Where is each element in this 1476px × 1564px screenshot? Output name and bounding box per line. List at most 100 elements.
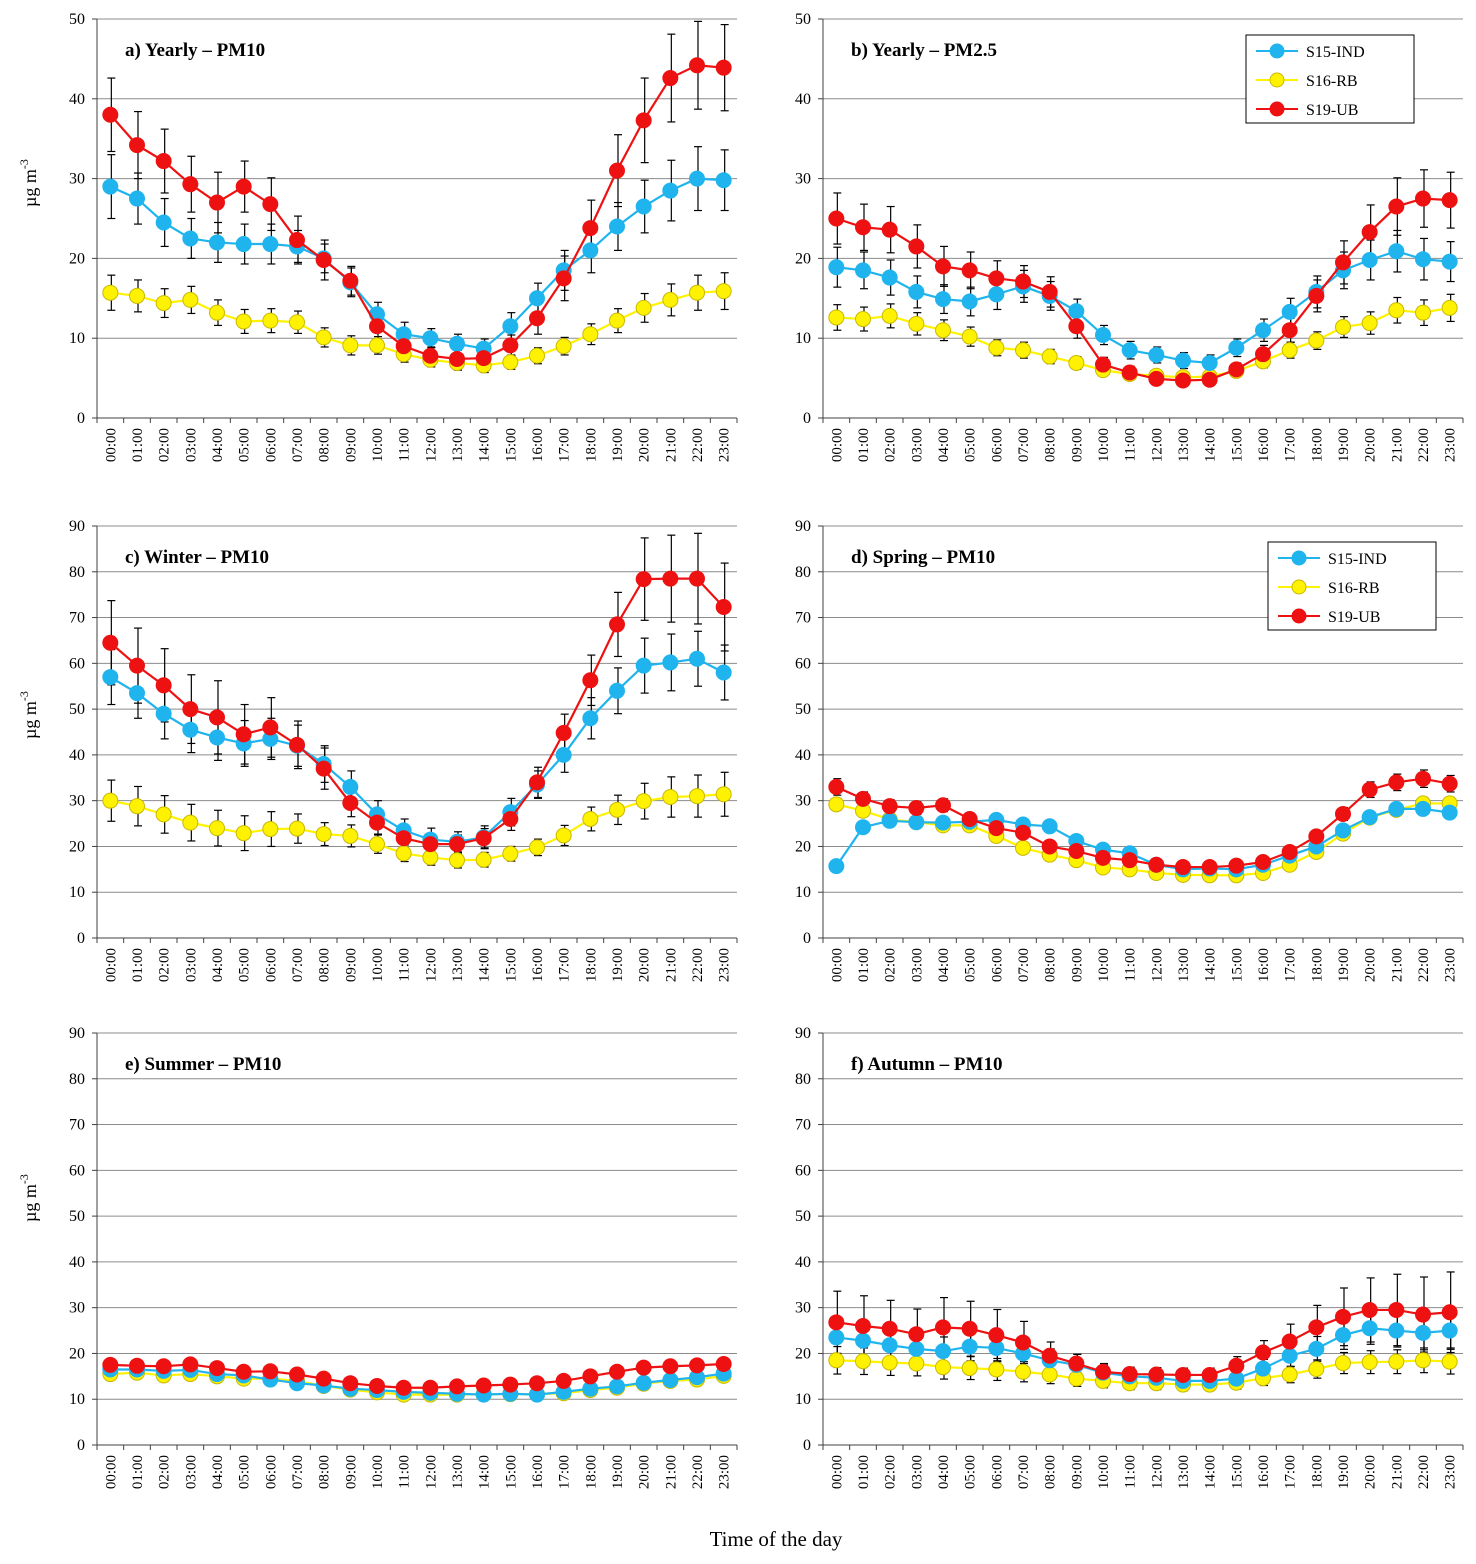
y-tick-label: 10 <box>69 330 85 347</box>
x-tick-label: 05:00 <box>237 948 253 982</box>
data-point-s19-ub <box>342 272 359 289</box>
data-point-s19-ub <box>475 1377 492 1394</box>
data-point-s16-rb <box>1308 1361 1325 1378</box>
data-point-s16-rb <box>529 839 545 856</box>
chart-title: d) Spring – PM10 <box>851 547 995 568</box>
y-tick-label: 20 <box>69 1345 85 1362</box>
data-point-s15-ind <box>1388 800 1405 817</box>
data-point-s19-ub <box>369 1377 385 1394</box>
y-tick-label: 70 <box>69 610 85 627</box>
data-point-s15-ind <box>1335 1327 1351 1344</box>
x-tick-label: 22:00 <box>690 428 706 462</box>
data-point-s15-ind <box>129 190 145 207</box>
y-tick-label: 80 <box>795 564 811 581</box>
data-point-s15-ind <box>1335 822 1351 839</box>
data-point-s16-rb <box>555 338 572 355</box>
x-tick-label: 08:00 <box>1043 948 1059 982</box>
y-tick-label: 60 <box>69 655 85 672</box>
data-point-s19-ub <box>1095 849 1111 866</box>
x-tick-label: 20:00 <box>1363 948 1379 982</box>
data-point-s19-ub <box>209 1360 225 1377</box>
x-tick-label: 10:00 <box>370 428 386 462</box>
data-point-s15-ind <box>1388 1322 1405 1339</box>
x-tick-label: 06:00 <box>989 1455 1005 1489</box>
data-point-s19-ub <box>1228 361 1245 378</box>
data-point-s19-ub <box>1201 1366 1218 1383</box>
data-point-s19-ub <box>555 724 572 741</box>
data-point-s19-ub <box>289 736 305 753</box>
chart-d: 0 10 20 30 40 50 60 70 80 90 00:00 01:00 02:00 03:00 0… <box>795 518 1464 982</box>
data-point-s19-ub <box>1361 781 1378 798</box>
data-point-s15-ind <box>182 230 199 247</box>
y-tick-label: 40 <box>69 1254 85 1271</box>
data-point-s19-ub <box>689 1357 705 1374</box>
data-point-s15-ind <box>961 293 978 310</box>
data-point-s15-ind <box>635 1374 652 1391</box>
x-tick-label: 11:00 <box>1123 948 1139 982</box>
data-point-s19-ub <box>529 774 545 791</box>
data-point-s19-ub <box>1228 857 1245 874</box>
y-tick-label: 30 <box>69 171 85 188</box>
data-point-s19-ub <box>1041 1347 1058 1364</box>
x-tick-label: 12:00 <box>423 1455 439 1489</box>
data-point-s19-ub <box>502 1376 519 1393</box>
data-point-s16-rb <box>1015 1363 1031 1380</box>
data-point-s15-ind <box>1361 809 1378 826</box>
y-tick-label: 10 <box>69 1391 85 1408</box>
data-point-s19-ub <box>961 262 978 279</box>
data-point-s16-rb <box>662 291 679 308</box>
data-point-s15-ind <box>961 1338 978 1355</box>
data-point-s19-ub <box>1228 1357 1245 1374</box>
data-point-s19-ub <box>881 1320 898 1337</box>
data-point-s16-rb <box>689 284 705 301</box>
x-tick-label: 19:00 <box>610 428 626 462</box>
data-point-s19-ub <box>235 1363 252 1380</box>
data-point-s19-ub <box>715 599 732 616</box>
data-point-s19-ub <box>555 270 572 287</box>
x-tick-label: 06:00 <box>989 948 1005 982</box>
data-point-s15-ind <box>908 283 925 300</box>
data-point-s16-rb <box>1281 1366 1298 1383</box>
data-point-s15-ind <box>855 819 871 836</box>
data-point-s15-ind <box>262 236 279 253</box>
x-tick-label: 08:00 <box>317 1455 333 1489</box>
data-point-s19-ub <box>235 178 252 195</box>
x-tick-label: 01:00 <box>130 948 146 982</box>
x-tick-label: 08:00 <box>1043 428 1059 462</box>
data-point-s19-ub <box>129 1357 145 1374</box>
x-tick-label: 11:00 <box>397 428 413 462</box>
x-tick-label: 13:00 <box>1176 948 1192 982</box>
x-tick-label: 18:00 <box>583 1455 599 1489</box>
y-tick-label: 90 <box>69 518 85 535</box>
data-point-s19-ub <box>635 112 652 129</box>
series-line-s15-ind <box>836 1327 1450 1383</box>
data-point-s15-ind <box>881 1337 898 1354</box>
x-tick-label: 01:00 <box>130 1455 146 1489</box>
data-point-s19-ub <box>449 836 465 853</box>
data-point-s19-ub <box>1441 192 1458 209</box>
y-tick-label: 0 <box>77 930 85 947</box>
data-point-s19-ub <box>555 1372 572 1389</box>
x-tick-label: 04:00 <box>210 428 226 462</box>
data-point-s15-ind <box>881 269 898 286</box>
x-tick-label: 23:00 <box>717 428 733 462</box>
y-tick-label: 50 <box>795 1208 811 1225</box>
data-point-s16-rb <box>1281 342 1298 359</box>
data-point-s16-rb <box>935 1359 951 1376</box>
data-point-s15-ind <box>609 1378 625 1395</box>
y-tick-label: 30 <box>69 1300 85 1317</box>
data-point-s16-rb <box>988 1361 1005 1378</box>
data-point-s19-ub <box>422 836 439 853</box>
x-tick-label: 14:00 <box>477 1455 493 1489</box>
data-point-s19-ub <box>155 153 172 170</box>
data-point-s19-ub <box>1175 372 1191 389</box>
data-point-s19-ub <box>1441 775 1458 792</box>
data-point-s16-rb <box>635 299 652 316</box>
data-point-s19-ub <box>935 797 951 814</box>
data-point-s19-ub <box>609 162 625 179</box>
data-point-s19-ub <box>1121 852 1138 869</box>
data-point-s19-ub <box>102 106 119 123</box>
x-tick-label: 11:00 <box>397 948 413 982</box>
x-tick-label: 23:00 <box>1443 1455 1459 1489</box>
